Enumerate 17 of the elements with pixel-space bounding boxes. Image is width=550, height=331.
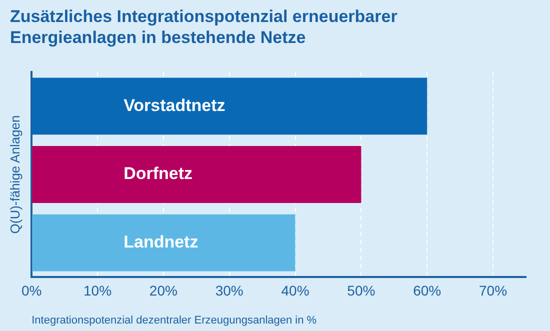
x-tick-label: 60% <box>413 282 442 298</box>
bar <box>32 146 362 203</box>
x-axis-title: Integrationspotenzial dezentraler Erzeugungsanlagen in % <box>32 314 317 326</box>
x-tick-label: 30% <box>215 282 244 298</box>
y-tick-label: Vorstadtnetz <box>124 96 226 115</box>
x-tick-label: 10% <box>84 282 112 298</box>
x-tick-label: 70% <box>479 282 508 298</box>
bar <box>32 78 428 135</box>
y-tick-label: Landnetz <box>124 232 198 252</box>
x-tick-label: 20% <box>149 282 178 298</box>
x-tick-label: 50% <box>347 282 376 298</box>
x-tick-label: 40% <box>281 282 310 298</box>
chart-title: Zusätzliches Integrationspotenzial erneuerbarer Energieanlagen in bestehende Netze <box>10 6 398 48</box>
y-axis-title: Q(U)-fähige Anlagen <box>7 115 22 234</box>
bar <box>32 214 296 272</box>
y-tick-label: Dorfnetz <box>124 164 193 184</box>
x-tick-label: 0% <box>21 282 42 298</box>
